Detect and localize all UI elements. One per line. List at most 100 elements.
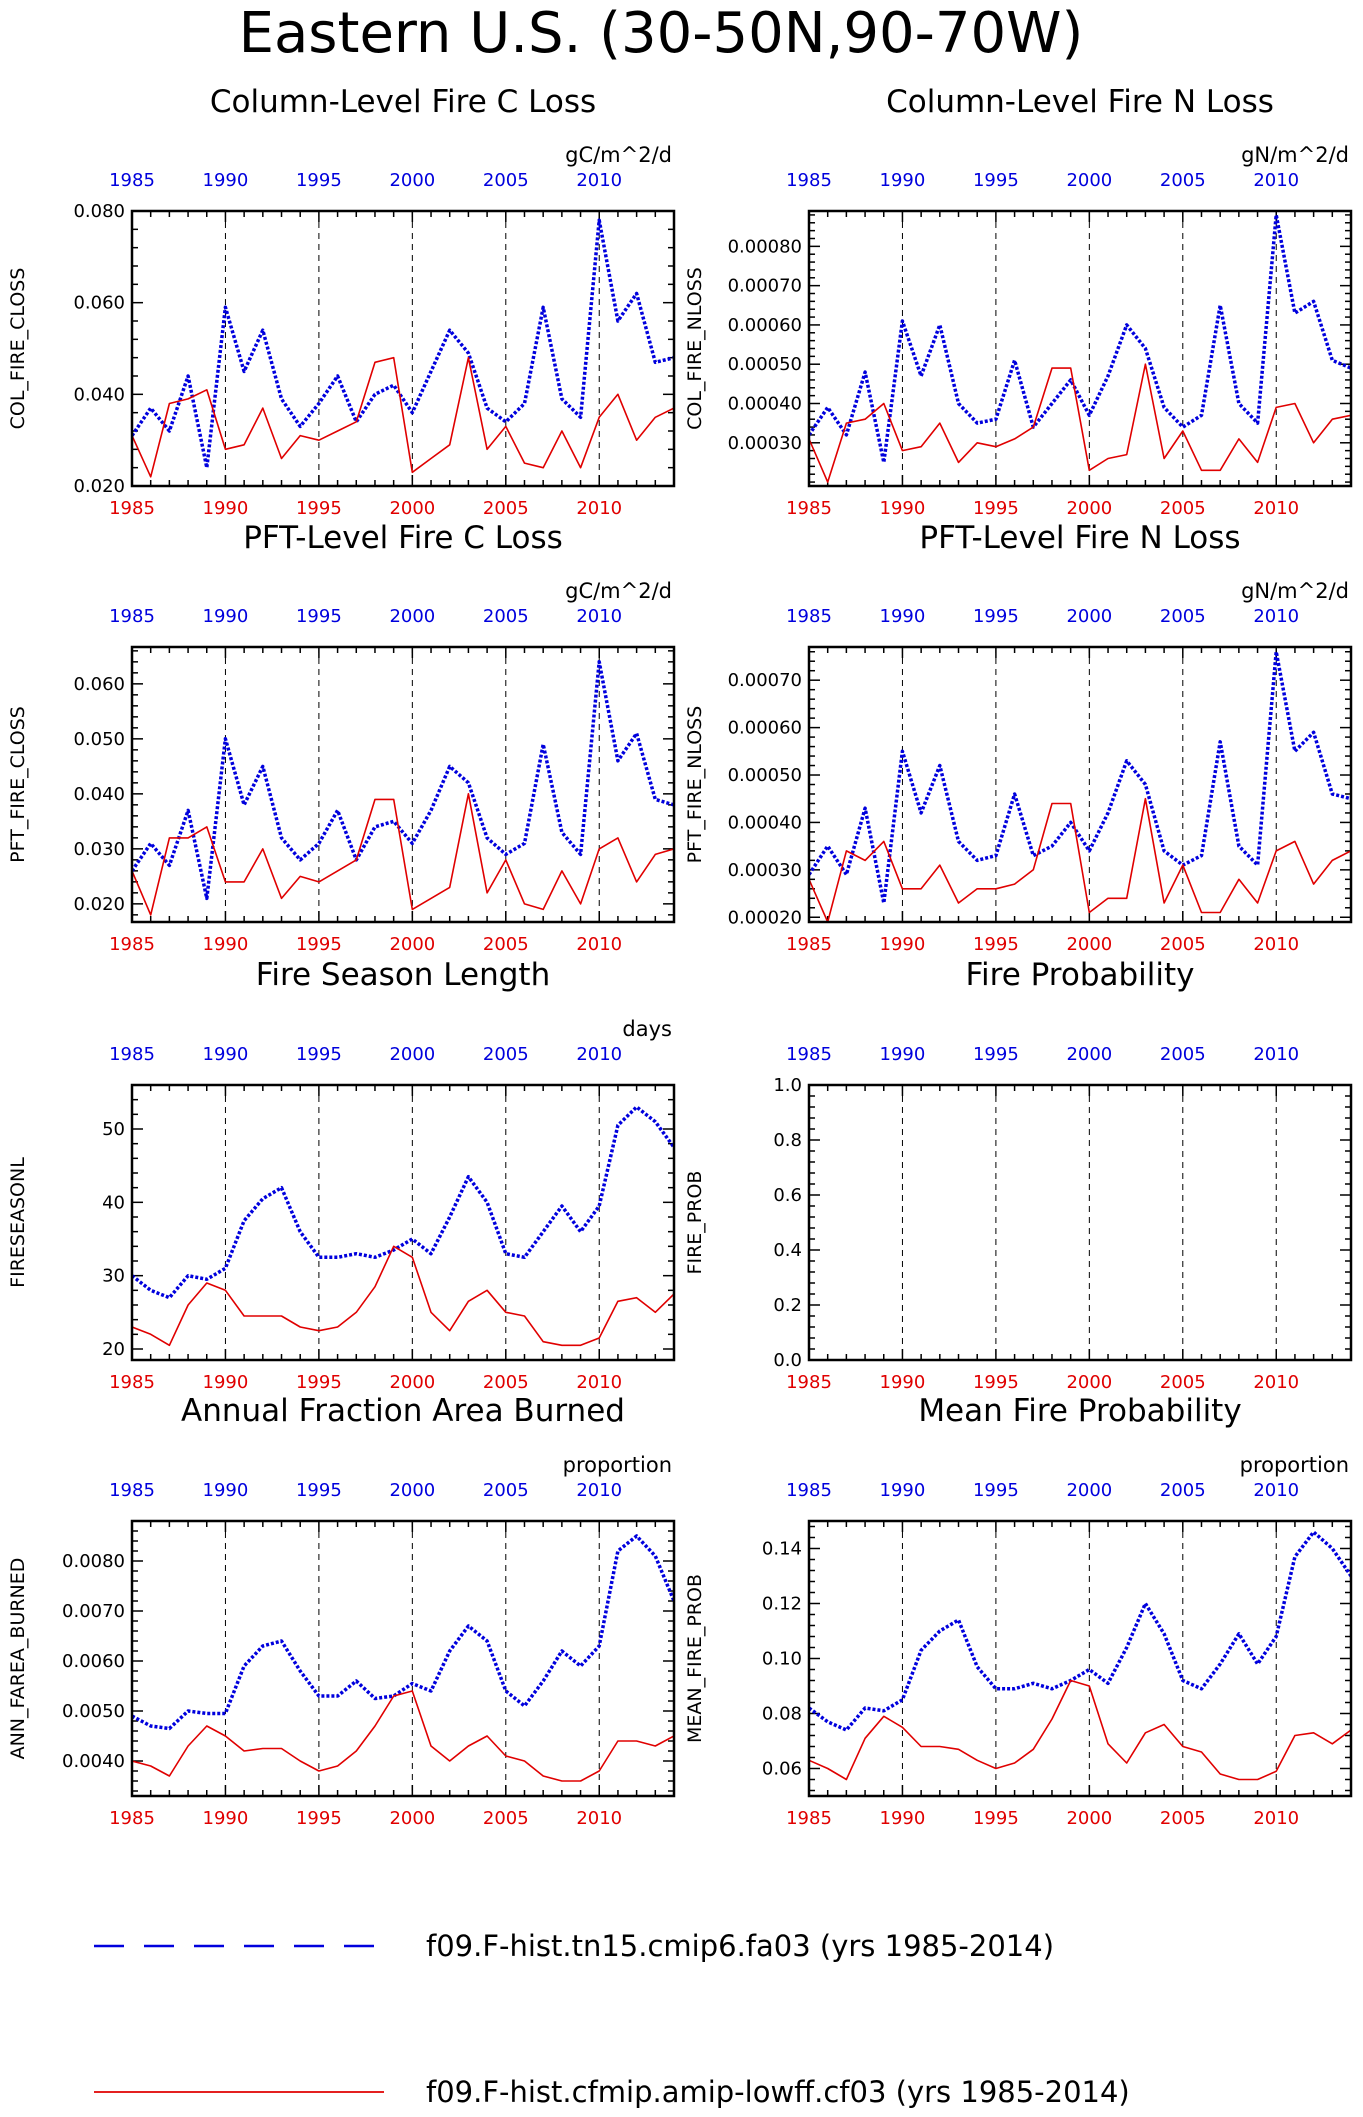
plot-frame bbox=[130, 1519, 676, 1798]
units-label: proportion bbox=[563, 1453, 672, 1477]
y-tick-label: 0.080 bbox=[73, 201, 125, 222]
y-tick-label: 0.050 bbox=[73, 729, 125, 750]
y-tick-label: 0.12 bbox=[762, 1594, 802, 1615]
x-tick-label-bottom: 2005 bbox=[483, 934, 529, 955]
x-tick-label-top: 2010 bbox=[576, 170, 622, 191]
x-tick-label-bottom: 2005 bbox=[483, 498, 529, 519]
legend-item: f09.F-hist.tn15.cmip6.fa03 (yrs 1985-201… bbox=[94, 1929, 1054, 1963]
series-line-2 bbox=[132, 792, 674, 916]
x-tick-label-top: 2005 bbox=[483, 1044, 529, 1065]
x-tick-label-bottom: 1985 bbox=[109, 1808, 155, 1829]
x-tick-label-bottom: 1995 bbox=[296, 1372, 342, 1393]
series-line-2 bbox=[132, 356, 674, 478]
y-tick-label: 0.060 bbox=[73, 674, 125, 695]
x-tick-label-bottom: 2005 bbox=[483, 1808, 529, 1829]
y-tick-label: 0.8 bbox=[773, 1130, 802, 1151]
legend: f09.F-hist.tn15.cmip6.fa03 (yrs 1985-201… bbox=[94, 1929, 1130, 2109]
x-tick-label-top: 1995 bbox=[973, 170, 1019, 191]
y-tick-label: 0.040 bbox=[73, 784, 125, 805]
y-tick-label: 0.4 bbox=[773, 1240, 802, 1261]
plot-frame bbox=[807, 209, 1353, 488]
x-tick-label-bottom: 1990 bbox=[203, 1372, 249, 1393]
x-tick-label-bottom: 2010 bbox=[1253, 498, 1299, 519]
x-tick-label-bottom: 2005 bbox=[1160, 1808, 1206, 1829]
x-tick-label-bottom: 1995 bbox=[296, 498, 342, 519]
x-tick-label-top: 2010 bbox=[576, 1480, 622, 1501]
x-tick-label-top: 2000 bbox=[389, 1480, 435, 1501]
chart-panel-5: Fire Season Length days 20 30 40 50 1985 1985 19… bbox=[7, 957, 676, 1393]
x-tick-label-top: 2005 bbox=[1160, 1044, 1206, 1065]
plot-frame bbox=[807, 1519, 1353, 1798]
x-tick-label-top: 2000 bbox=[389, 606, 435, 627]
y-tick-label: 0.2 bbox=[773, 1295, 802, 1316]
chart-title: PFT-Level Fire C Loss bbox=[243, 520, 563, 556]
x-tick-label-top: 1985 bbox=[786, 1480, 832, 1501]
y-tick-label: 0.040 bbox=[73, 384, 125, 405]
chart-panel-6: Fire Probability 0.0 0.2 0.4 0.6 0.8 1.0 1985 19… bbox=[684, 957, 1353, 1393]
series-line-1 bbox=[809, 213, 1351, 465]
x-tick-label-bottom: 2005 bbox=[483, 1372, 529, 1393]
y-tick-label: 0.0060 bbox=[62, 1651, 125, 1672]
chart-panel-2: Column-Level Fire N Loss gN/m^2/d 0.00030 0… bbox=[684, 84, 1353, 519]
x-tick-label-bottom: 2000 bbox=[389, 934, 435, 955]
units-label: gC/m^2/d bbox=[565, 143, 672, 167]
x-tick-label-bottom: 1985 bbox=[786, 1808, 832, 1829]
x-tick-label-bottom: 1985 bbox=[109, 498, 155, 519]
x-tick-label-top: 1990 bbox=[880, 606, 926, 627]
series-line-1 bbox=[132, 1105, 674, 1300]
x-tick-label-bottom: 1985 bbox=[786, 934, 832, 955]
y-tick-label: 0.00050 bbox=[728, 765, 802, 786]
y-tick-label: 0.06 bbox=[762, 1759, 802, 1780]
chart-title: PFT-Level Fire N Loss bbox=[919, 520, 1240, 556]
chart-panel-8: Mean Fire Probability proportion 0.06 0.08 0… bbox=[684, 1393, 1353, 1829]
chart-title: Mean Fire Probability bbox=[918, 1393, 1241, 1429]
x-tick-label-top: 2005 bbox=[483, 606, 529, 627]
x-tick-label-bottom: 2000 bbox=[1066, 934, 1112, 955]
x-tick-label-top: 1985 bbox=[786, 170, 832, 191]
x-tick-label-top: 1995 bbox=[296, 170, 342, 191]
x-tick-label-top: 1990 bbox=[203, 170, 249, 191]
x-tick-label-top: 1985 bbox=[109, 170, 155, 191]
x-tick-label-top: 1985 bbox=[786, 1044, 832, 1065]
legend-label: f09.F-hist.cfmip.amip-lowff.cf03 (yrs 19… bbox=[426, 2075, 1130, 2109]
x-tick-label-bottom: 1995 bbox=[973, 934, 1019, 955]
x-tick-label-top: 1995 bbox=[296, 1480, 342, 1501]
x-tick-label-bottom: 1995 bbox=[973, 498, 1019, 519]
x-tick-label-bottom: 2000 bbox=[1066, 1808, 1112, 1829]
y-tick-label: 0.0070 bbox=[62, 1601, 125, 1622]
x-tick-label-top: 2010 bbox=[1253, 606, 1299, 627]
x-tick-label-top: 1995 bbox=[973, 1044, 1019, 1065]
x-tick-label-top: 2010 bbox=[576, 1044, 622, 1065]
x-tick-label-bottom: 2010 bbox=[1253, 1808, 1299, 1829]
x-tick-label-top: 1985 bbox=[109, 1044, 155, 1065]
y-tick-label: 0.030 bbox=[73, 839, 125, 860]
series-line-2 bbox=[809, 363, 1351, 483]
y-tick-label: 0.10 bbox=[762, 1649, 802, 1670]
plot-frame bbox=[130, 209, 676, 488]
x-tick-label-top: 1985 bbox=[109, 606, 155, 627]
series-line-2 bbox=[809, 797, 1351, 922]
x-tick-label-top: 1990 bbox=[203, 606, 249, 627]
x-tick-label-top: 2000 bbox=[1066, 170, 1112, 191]
series-line-1 bbox=[809, 649, 1351, 905]
y-tick-label: 1.0 bbox=[773, 1075, 802, 1096]
series-line-1 bbox=[132, 660, 674, 901]
plot-frame bbox=[807, 1083, 1353, 1362]
x-tick-label-top: 2000 bbox=[1066, 606, 1112, 627]
series-line-1 bbox=[132, 1534, 674, 1731]
y-tick-label: 0.00060 bbox=[728, 718, 802, 739]
x-tick-label-top: 1990 bbox=[203, 1480, 249, 1501]
plot-frame bbox=[130, 1083, 676, 1362]
x-tick-label-bottom: 2000 bbox=[389, 498, 435, 519]
units-label: gC/m^2/d bbox=[565, 579, 672, 603]
chart-title: Column-Level Fire N Loss bbox=[886, 84, 1274, 120]
x-tick-label-top: 2005 bbox=[1160, 170, 1206, 191]
legend-item: f09.F-hist.cfmip.amip-lowff.cf03 (yrs 19… bbox=[94, 2075, 1130, 2109]
y-tick-label: 0.00070 bbox=[728, 276, 802, 297]
y-tick-label: 0.00080 bbox=[728, 236, 802, 257]
y-tick-label: 0.00040 bbox=[728, 394, 802, 415]
figure-title: Eastern U.S. (30-50N,90-70W) bbox=[239, 1, 1084, 66]
x-tick-label-bottom: 1990 bbox=[880, 1808, 926, 1829]
x-tick-label-bottom: 2000 bbox=[389, 1808, 435, 1829]
